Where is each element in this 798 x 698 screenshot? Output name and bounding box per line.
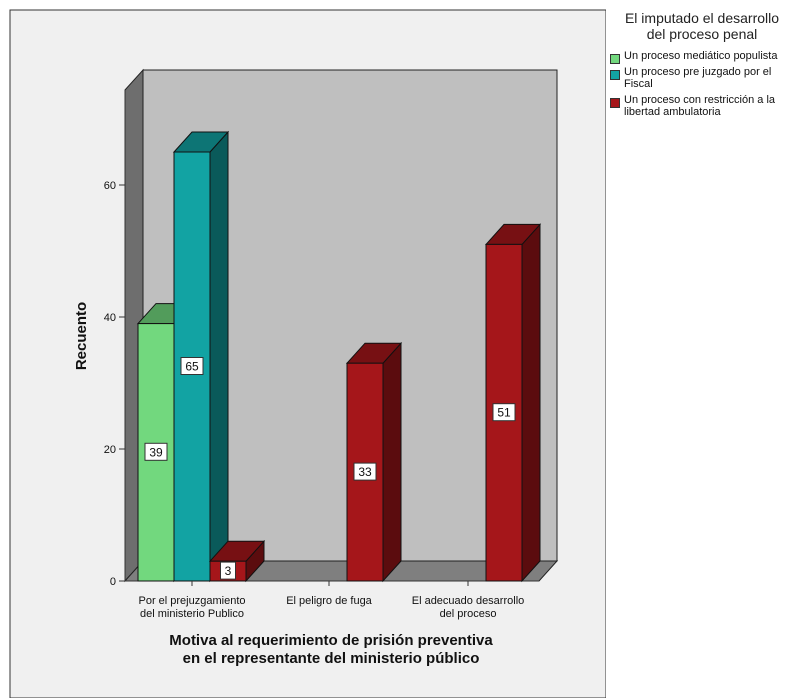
x-tick-label: El peligro de fuga <box>286 595 372 607</box>
y-tick-label: 20 <box>104 444 116 456</box>
bar: 51 <box>484 223 542 583</box>
bar: 33 <box>345 341 403 583</box>
legend-swatch <box>610 54 620 64</box>
x-tick-label: El adecuado desarrollo del proceso <box>412 595 525 620</box>
legend-item: Un proceso pre juzgado por el Fiscal <box>606 66 798 90</box>
data-label-box <box>220 561 236 580</box>
legend-item: Un proceso mediático populista <box>606 50 798 64</box>
legend: El imputado el desarrollo del proceso pen… <box>606 10 798 118</box>
x-axis-label: Motiva al requerimiento de prisión preve… <box>169 632 493 667</box>
legend-title: El imputado el desarrollo del proceso pen… <box>624 10 780 42</box>
bar-side <box>209 130 229 583</box>
y-tick-label: 40 <box>104 312 116 324</box>
x-tick-label: Por el prejuzgamiento del ministerio Publ… <box>138 595 245 620</box>
bar-side <box>521 223 541 583</box>
y-tick-label: 60 <box>104 180 116 192</box>
legend-item: Un proceso con restricción a la libertad… <box>606 94 798 118</box>
data-label-box <box>353 462 377 481</box>
data-label: 3 <box>225 564 232 578</box>
data-label-box <box>180 357 204 375</box>
legend-swatch <box>610 70 620 80</box>
data-label-box <box>492 403 516 422</box>
data-label: 39 <box>149 445 163 459</box>
data-label: 65 <box>185 360 199 374</box>
data-label: 33 <box>358 465 372 479</box>
legend-label: Un proceso con restricción a la libertad… <box>624 94 776 118</box>
y-tick-label: 0 <box>110 576 116 588</box>
bar: 3 <box>208 539 266 583</box>
bar: 65 <box>172 130 230 583</box>
bar-side <box>382 341 402 583</box>
y-axis-ticks: 0 20 40 60 <box>104 180 125 588</box>
data-label-box <box>144 442 168 461</box>
data-label: 51 <box>497 406 511 420</box>
legend-label: Un proceso mediático populista <box>624 50 778 62</box>
x-axis-tick-labels: Por el prejuzgamiento del ministerio Publ… <box>138 581 524 620</box>
y-axis-label: Recuento <box>73 302 90 370</box>
legend-label: Un proceso pre juzgado por el Fiscal <box>624 66 772 90</box>
legend-swatch <box>610 98 620 108</box>
